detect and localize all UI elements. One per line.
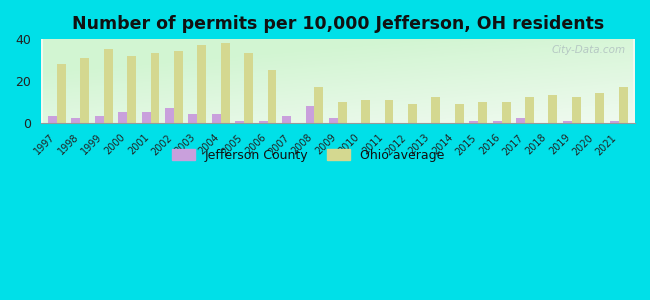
Bar [306,106,315,123]
Bar [315,87,323,123]
Bar [188,114,198,123]
Bar [165,108,174,123]
Title: Number of permits per 10,000 Jefferson, OH residents: Number of permits per 10,000 Jefferson, … [72,15,604,33]
Bar [95,116,104,123]
Bar [118,112,127,123]
Bar [81,58,89,123]
Bar [516,118,525,123]
Legend: Jefferson County, Ohio average: Jefferson County, Ohio average [167,144,449,167]
Bar [329,118,338,123]
Bar [221,43,229,123]
Bar [198,45,206,123]
Bar [268,70,276,123]
Bar [408,104,417,123]
Bar [455,104,463,123]
Bar [525,98,534,123]
Text: City-Data.com: City-Data.com [552,45,626,55]
Bar [338,102,346,123]
Bar [469,121,478,123]
Bar [142,112,151,123]
Bar [385,100,393,123]
Bar [48,116,57,123]
Bar [259,121,268,123]
Bar [563,121,572,123]
Bar [619,87,627,123]
Bar [493,121,502,123]
Bar [610,121,619,123]
Bar [57,64,66,123]
Bar [72,118,81,123]
Bar [235,121,244,123]
Bar [595,93,604,123]
Bar [432,98,440,123]
Bar [151,53,159,123]
Bar [244,53,253,123]
Bar [212,114,221,123]
Bar [572,98,580,123]
Bar [549,95,557,123]
Bar [361,100,370,123]
Bar [174,51,183,123]
Bar [502,102,510,123]
Bar [104,49,112,123]
Bar [127,56,136,123]
Bar [282,116,291,123]
Bar [478,102,487,123]
